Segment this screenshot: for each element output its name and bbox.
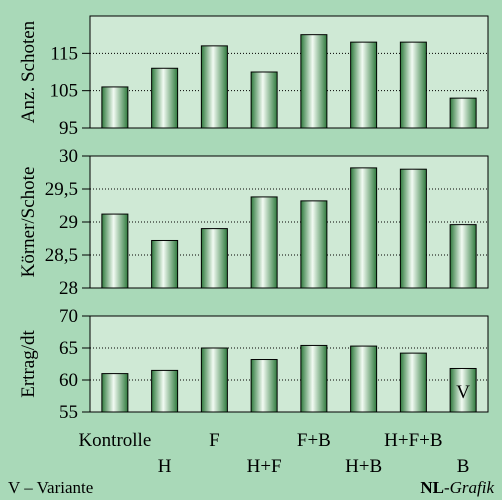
bar	[449, 367, 477, 413]
bar	[350, 345, 378, 413]
footer-credit: NL-Grafik	[420, 478, 494, 497]
bar	[101, 373, 129, 413]
y-axis-label: Anz. Schoten	[18, 20, 39, 123]
footer-legend: V – Variante	[8, 478, 93, 497]
x-category-label: H+F+B	[384, 430, 442, 451]
bar	[399, 41, 427, 129]
y-tick-label: 95	[59, 118, 78, 139]
bar	[350, 41, 378, 129]
x-category-label: H	[158, 456, 172, 477]
bar	[300, 34, 328, 129]
y-axis-label: Körner/Schote	[18, 167, 39, 278]
bar	[300, 200, 328, 289]
bar	[200, 228, 228, 289]
y-tick-label: 105	[50, 81, 79, 102]
panel-1: 95 105 115 Anz. Schoten	[18, 15, 489, 139]
x-category-label: H+F	[247, 456, 282, 477]
credit-italic: -Grafik	[444, 478, 495, 497]
plot-area	[89, 315, 489, 413]
bar	[250, 359, 278, 413]
bar	[200, 45, 228, 129]
bar	[449, 97, 477, 129]
x-category-label: H+B	[345, 456, 382, 477]
bar	[449, 224, 477, 289]
x-category-label: B	[457, 456, 470, 477]
bar	[250, 71, 278, 129]
y-tick-label: 70	[59, 306, 78, 327]
bar	[250, 196, 278, 289]
panel-2: 28 28,5 29 29,5 30 Körner/Schote	[18, 146, 489, 299]
y-axis-label: Ertrag/dt	[18, 330, 39, 398]
bar	[151, 67, 179, 129]
y-tick-label: 55	[59, 402, 78, 423]
bar	[200, 347, 228, 413]
y-tick-label: 28,5	[45, 245, 78, 266]
bar	[350, 167, 378, 289]
panel-3: 55 60 65 70 Ertrag/dt V	[18, 306, 489, 423]
x-category-label: F+B	[297, 430, 331, 451]
bar	[399, 352, 427, 413]
y-tick-label: 115	[50, 43, 78, 64]
credit-bold: NL	[420, 478, 444, 497]
bar	[399, 168, 427, 289]
bar	[151, 369, 179, 413]
y-tick-label: 60	[59, 370, 78, 391]
y-tick-label: 29,5	[45, 179, 78, 200]
x-category-label: Kontrolle	[78, 430, 151, 451]
bar	[151, 239, 179, 289]
y-tick-label: 65	[59, 338, 78, 359]
y-tick-label: 30	[59, 146, 78, 167]
y-tick-label: 29	[59, 212, 78, 233]
bar	[300, 344, 328, 413]
bar	[101, 86, 129, 129]
y-tick-label: 28	[59, 278, 78, 299]
x-category-label: F	[209, 430, 220, 451]
plot-area	[89, 15, 489, 129]
bar	[101, 213, 129, 289]
bar-annotation: V	[456, 382, 470, 403]
